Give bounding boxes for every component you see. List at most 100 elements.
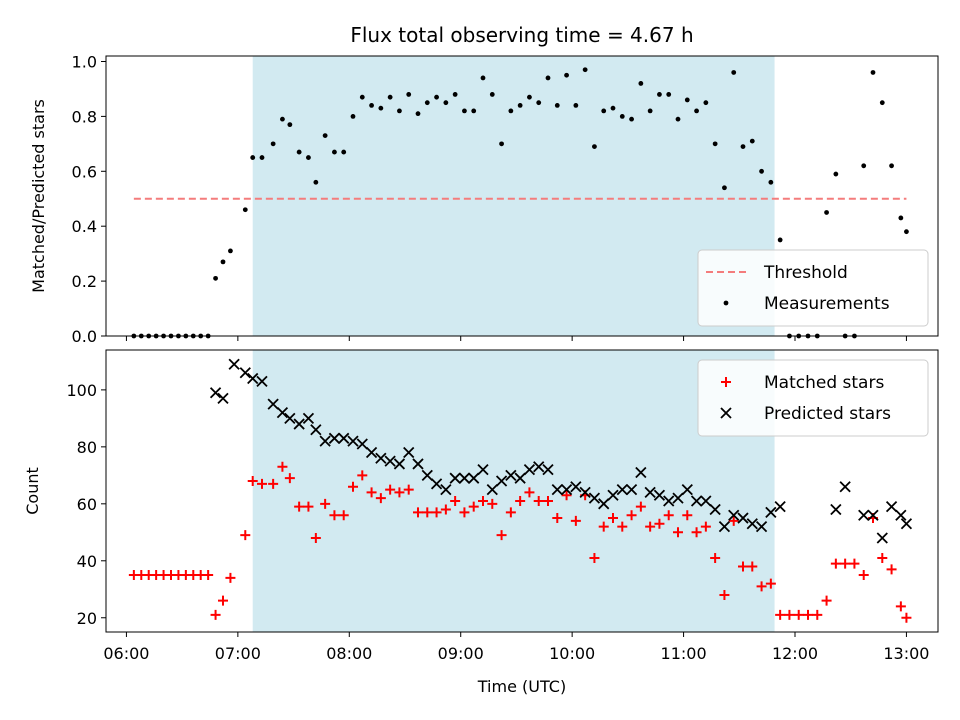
y-axis-label: Count — [23, 467, 42, 515]
data-point — [348, 481, 358, 492]
data-point — [543, 495, 553, 506]
y-tick-label: 100 — [66, 381, 97, 400]
data-point — [434, 94, 439, 100]
data-point — [638, 81, 644, 86]
data-point — [228, 358, 240, 370]
data-point — [242, 207, 248, 213]
data-point — [731, 70, 737, 75]
data-point — [359, 94, 365, 100]
data-point — [703, 100, 709, 106]
data-point — [895, 601, 906, 612]
data-point — [387, 94, 393, 100]
data-point — [517, 103, 523, 108]
data-point — [276, 407, 289, 419]
data-point — [877, 552, 888, 563]
data-point — [608, 513, 618, 524]
data-point — [284, 473, 295, 484]
y-tick-label: 0.4 — [72, 217, 97, 236]
data-point — [777, 237, 783, 243]
axes-frame — [105, 55, 939, 337]
data-point — [413, 507, 423, 518]
data-point — [220, 259, 226, 265]
data-point — [477, 463, 489, 476]
y-tick-label: 0.8 — [72, 107, 97, 126]
data-point — [765, 506, 777, 519]
chart-title: Flux total observing time = 4.67 h — [350, 23, 693, 47]
data-point — [217, 392, 229, 405]
data-point — [570, 515, 581, 526]
data-point — [833, 171, 839, 177]
data-point — [653, 489, 666, 501]
data-point — [384, 455, 396, 467]
data-point — [629, 116, 634, 122]
data-point — [645, 521, 656, 532]
y-tick-label: 0.0 — [72, 327, 97, 346]
y-tick-label: 0.6 — [72, 162, 97, 181]
data-point — [876, 532, 888, 544]
data-point — [561, 490, 572, 501]
data-point — [682, 510, 693, 521]
data-point — [675, 116, 681, 122]
y-tick-label: 60 — [77, 495, 97, 514]
data-point — [239, 367, 251, 379]
data-point — [319, 435, 331, 447]
data-point — [681, 483, 693, 496]
data-point — [644, 486, 656, 499]
data-point — [480, 75, 486, 81]
data-point — [356, 438, 368, 450]
data-point — [452, 92, 458, 97]
x-axis-label: Time (UTC) — [477, 677, 566, 696]
data-point — [293, 418, 305, 430]
data-point — [900, 518, 913, 530]
data-point — [626, 510, 637, 521]
data-point — [458, 472, 471, 484]
data-point — [403, 446, 415, 459]
data-point — [468, 501, 479, 512]
data-point — [635, 466, 647, 479]
data-point — [589, 552, 600, 563]
data-point — [228, 248, 233, 254]
data-point — [774, 501, 786, 513]
data-point — [443, 100, 449, 106]
data-point — [879, 100, 885, 106]
data-point — [824, 210, 829, 215]
data-point — [765, 578, 776, 589]
data-point — [533, 461, 545, 473]
data-point — [737, 512, 749, 524]
data-point — [393, 458, 406, 470]
x-tick-label: 08:00 — [326, 644, 372, 663]
legend-box — [697, 249, 929, 327]
data-point — [496, 530, 507, 541]
data-point — [385, 484, 396, 495]
data-point — [394, 487, 405, 498]
data-point — [440, 483, 452, 496]
data-point — [259, 155, 265, 160]
data-point — [728, 515, 739, 526]
data-point — [338, 510, 349, 521]
data-point — [329, 510, 340, 521]
x-tick-label: 09:00 — [438, 644, 484, 663]
data-point — [505, 469, 517, 481]
data-point — [573, 103, 579, 108]
x-tick-label: 12:00 — [772, 644, 818, 663]
legend-box — [697, 359, 929, 437]
data-point — [524, 487, 535, 498]
data-point — [406, 92, 412, 97]
data-point — [247, 476, 258, 487]
data-point — [277, 461, 288, 472]
legend-label: Measurements — [764, 294, 890, 314]
data-point — [397, 108, 402, 114]
data-point — [740, 144, 746, 149]
data-point — [247, 372, 259, 385]
observing-window-span — [252, 56, 775, 336]
data-point — [830, 558, 841, 569]
data-point — [830, 503, 842, 516]
y-tick-label: 40 — [77, 552, 97, 571]
data-point — [350, 113, 356, 119]
data-point — [619, 113, 625, 119]
data-point — [403, 484, 414, 495]
data-point — [728, 509, 740, 521]
data-point — [554, 103, 560, 108]
data-point — [431, 507, 442, 518]
data-point — [712, 141, 718, 147]
